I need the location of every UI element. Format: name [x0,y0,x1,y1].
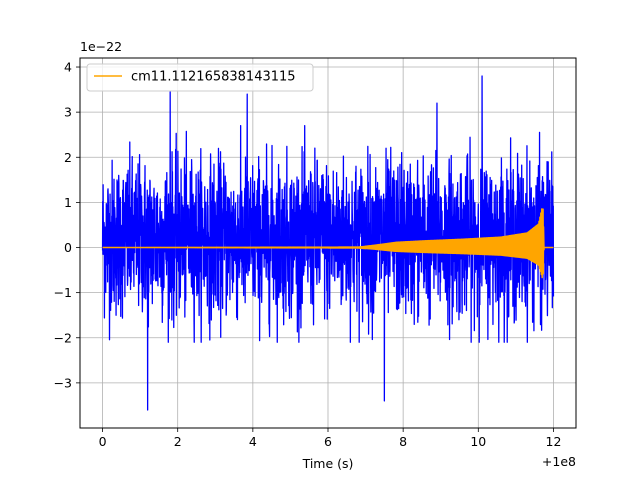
x-offset-text: +1e8 [542,454,576,469]
legend-box [86,63,314,92]
legend: cm11.112165838143115 [86,63,314,92]
legend-label-chirp: cm11.112165838143115 [131,70,296,85]
y-tick-label: 1 [64,195,72,210]
x-tick-label: 12 [546,434,562,449]
x-tick-label: 8 [399,434,407,449]
y-tick-label: −3 [54,375,72,390]
x-tick-label: 2 [174,434,182,449]
data-area [101,75,555,411]
x-tick-label: 6 [324,434,332,449]
y-tick-label: −1 [54,285,72,300]
y-tick-label: −2 [54,330,72,345]
x-axis-label: Time (s) [302,456,354,471]
y-tick-label: 2 [64,150,72,165]
y-tick-label: 0 [64,240,72,255]
y-scale-multiplier: 1e−22 [80,39,122,54]
y-tick-label: 3 [64,105,72,120]
series-noise-line [101,75,555,411]
series-chirp-line [102,208,554,279]
x-tick-label: 4 [249,434,257,449]
x-tick-label: 10 [470,434,486,449]
y-tick-label: 4 [64,60,72,75]
x-tick-label: 0 [99,434,107,449]
